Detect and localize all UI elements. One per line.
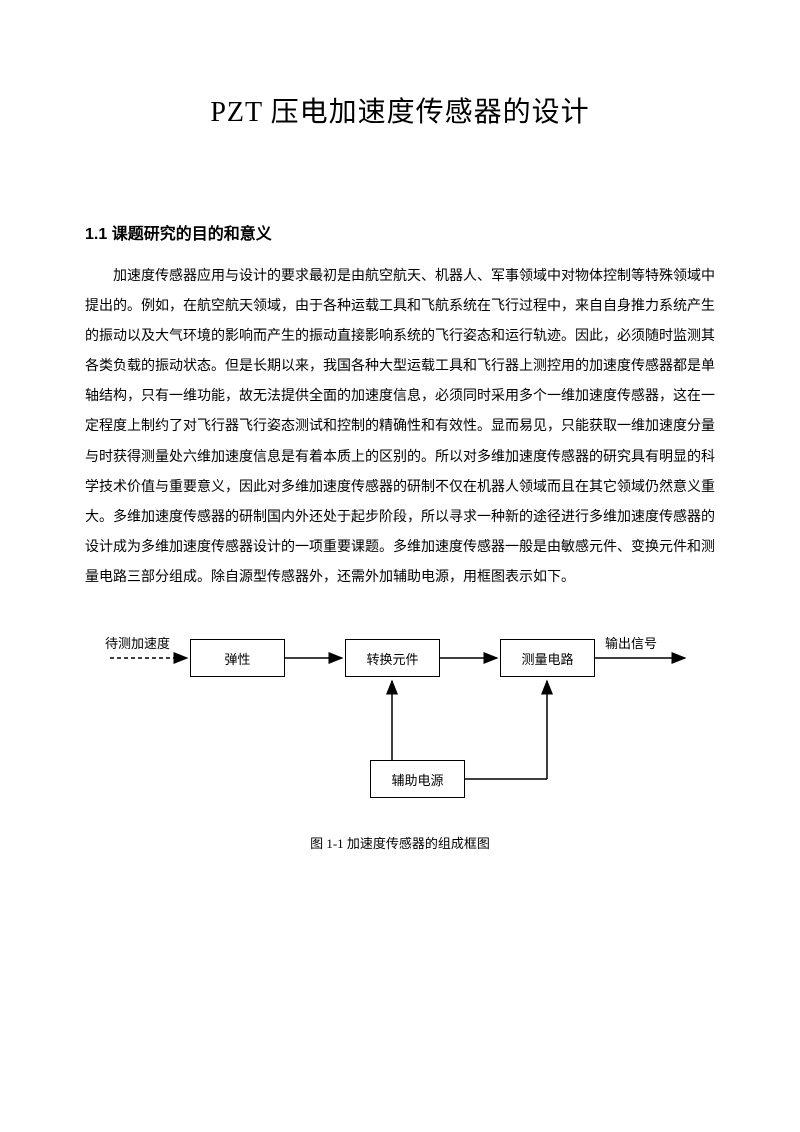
input-label: 待测加速度 — [105, 633, 170, 652]
block-diagram: 待测加速度 输出信号 弹性 转换元件 测量电路 辅助电源 — [105, 618, 695, 818]
box-converter: 转换元件 — [345, 639, 440, 677]
box-measure: 测量电路 — [500, 639, 595, 677]
figure-caption: 图 1-1 加速度传感器的组成框图 — [85, 833, 715, 852]
page-title: PZT 压电加速度传感器的设计 — [85, 90, 715, 130]
section-heading: 1.1 课题研究的目的和意义 — [85, 220, 715, 244]
box-aux-power: 辅助电源 — [370, 760, 465, 798]
output-label: 输出信号 — [605, 633, 657, 652]
box-elastic: 弹性 — [190, 639, 285, 677]
body-paragraph: 加速度传感器应用与设计的要求最初是由航空航天、机器人、军事领域中对物体控制等特殊… — [85, 262, 715, 593]
diagram-container: 待测加速度 输出信号 弹性 转换元件 测量电路 辅助电源 — [85, 618, 715, 818]
